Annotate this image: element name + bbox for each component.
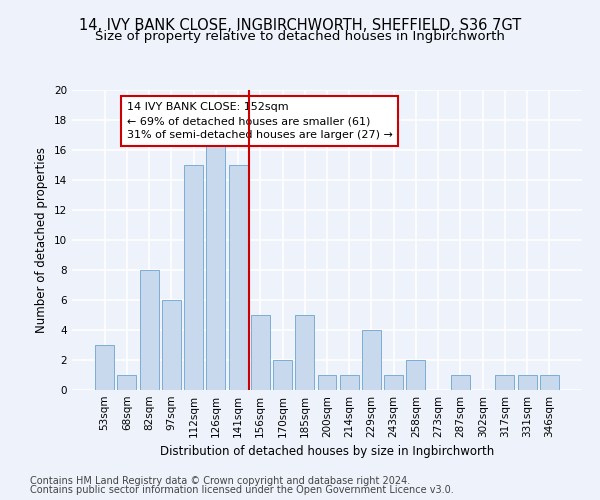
Text: 14 IVY BANK CLOSE: 152sqm
← 69% of detached houses are smaller (61)
31% of semi-: 14 IVY BANK CLOSE: 152sqm ← 69% of detac… (127, 102, 393, 140)
Text: Contains public sector information licensed under the Open Government Licence v3: Contains public sector information licen… (30, 485, 454, 495)
Bar (518, 375, 536, 390)
Text: Size of property relative to detached houses in Ingbirchworth: Size of property relative to detached ho… (95, 30, 505, 43)
Bar (140, 270, 158, 390)
Bar (451, 375, 470, 390)
Bar (540, 375, 559, 390)
Bar (362, 330, 381, 390)
Y-axis label: Number of detached properties: Number of detached properties (35, 147, 49, 333)
Bar (251, 315, 270, 390)
Bar (229, 165, 248, 390)
Bar (118, 375, 136, 390)
Text: Contains HM Land Registry data © Crown copyright and database right 2024.: Contains HM Land Registry data © Crown c… (30, 476, 410, 486)
X-axis label: Distribution of detached houses by size in Ingbirchworth: Distribution of detached houses by size … (160, 446, 494, 458)
Bar (295, 315, 314, 390)
Bar (162, 300, 181, 390)
Bar (317, 375, 337, 390)
Bar (273, 360, 292, 390)
Bar (95, 345, 114, 390)
Bar (384, 375, 403, 390)
Bar (206, 135, 225, 390)
Bar (406, 360, 425, 390)
Bar (496, 375, 514, 390)
Bar (184, 165, 203, 390)
Bar (340, 375, 359, 390)
Text: 14, IVY BANK CLOSE, INGBIRCHWORTH, SHEFFIELD, S36 7GT: 14, IVY BANK CLOSE, INGBIRCHWORTH, SHEFF… (79, 18, 521, 32)
